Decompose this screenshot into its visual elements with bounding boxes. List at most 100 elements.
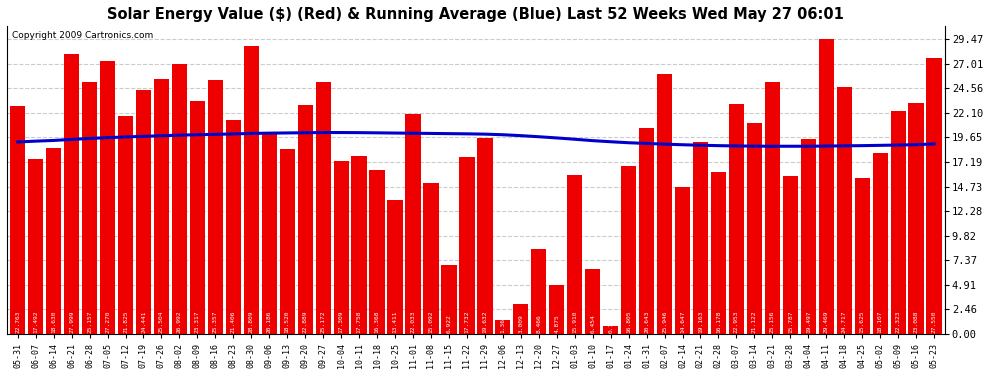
Bar bbox=[442, 265, 456, 334]
Bar bbox=[927, 58, 941, 334]
Text: 15.092: 15.092 bbox=[429, 311, 434, 333]
Bar bbox=[46, 148, 61, 334]
Bar bbox=[459, 157, 474, 334]
Bar bbox=[532, 249, 546, 334]
Bar bbox=[495, 320, 511, 334]
Text: 6.454: 6.454 bbox=[590, 315, 595, 333]
Text: 16.805: 16.805 bbox=[626, 311, 632, 333]
Bar bbox=[208, 80, 223, 334]
Text: 18.520: 18.520 bbox=[285, 311, 290, 333]
Text: 20.186: 20.186 bbox=[266, 311, 272, 333]
Text: 23.317: 23.317 bbox=[195, 311, 200, 333]
Bar bbox=[334, 161, 348, 334]
Text: 28.809: 28.809 bbox=[248, 311, 253, 333]
Text: 24.717: 24.717 bbox=[842, 311, 846, 333]
Text: 24.441: 24.441 bbox=[141, 311, 146, 333]
Text: 4.875: 4.875 bbox=[554, 315, 559, 333]
Bar bbox=[746, 123, 762, 334]
Bar bbox=[567, 175, 582, 334]
Text: 15.910: 15.910 bbox=[572, 311, 577, 333]
Text: 22.763: 22.763 bbox=[15, 311, 20, 333]
Text: 25.157: 25.157 bbox=[87, 311, 92, 333]
Text: 22.033: 22.033 bbox=[411, 311, 416, 333]
Text: 29.469: 29.469 bbox=[824, 311, 829, 333]
Bar bbox=[10, 106, 26, 334]
Text: 17.492: 17.492 bbox=[34, 311, 39, 333]
Title: Solar Energy Value ($) (Red) & Running Average (Blue) Last 52 Weeks Wed May 27 0: Solar Energy Value ($) (Red) & Running A… bbox=[108, 7, 844, 22]
Text: 27.270: 27.270 bbox=[105, 311, 110, 333]
Bar bbox=[837, 87, 851, 334]
Bar bbox=[621, 166, 637, 334]
Bar bbox=[28, 159, 44, 334]
Text: 20.643: 20.643 bbox=[644, 311, 649, 333]
Text: 15.625: 15.625 bbox=[859, 311, 864, 333]
Bar bbox=[477, 138, 492, 334]
Text: 3.009: 3.009 bbox=[519, 315, 524, 333]
Bar bbox=[657, 75, 672, 334]
Text: Copyright 2009 Cartronics.com: Copyright 2009 Cartronics.com bbox=[12, 30, 152, 39]
Bar bbox=[909, 103, 924, 334]
Bar bbox=[764, 82, 780, 334]
Text: 19.163: 19.163 bbox=[698, 311, 703, 333]
Bar bbox=[711, 172, 726, 334]
Text: 27.999: 27.999 bbox=[69, 311, 74, 333]
Text: 6.922: 6.922 bbox=[446, 315, 451, 333]
Text: 0.772: 0.772 bbox=[608, 315, 613, 333]
Text: 23.088: 23.088 bbox=[914, 311, 919, 333]
Text: 21.825: 21.825 bbox=[123, 311, 128, 333]
Bar bbox=[693, 142, 708, 334]
Bar bbox=[585, 270, 600, 334]
Text: 18.107: 18.107 bbox=[878, 311, 883, 333]
Text: 17.309: 17.309 bbox=[339, 311, 344, 333]
Bar bbox=[891, 111, 906, 334]
Text: 17.758: 17.758 bbox=[356, 311, 361, 333]
Bar bbox=[675, 188, 690, 334]
Bar bbox=[261, 132, 277, 334]
Text: 14.647: 14.647 bbox=[680, 311, 685, 333]
Text: 25.946: 25.946 bbox=[662, 311, 667, 333]
Text: 25.156: 25.156 bbox=[770, 311, 775, 333]
Bar bbox=[190, 101, 205, 334]
Bar bbox=[513, 304, 529, 334]
Bar bbox=[298, 105, 313, 334]
Bar bbox=[351, 156, 366, 334]
Text: 22.323: 22.323 bbox=[896, 311, 901, 333]
Text: 21.406: 21.406 bbox=[231, 311, 236, 333]
Text: 18.630: 18.630 bbox=[51, 311, 56, 333]
Bar bbox=[118, 116, 134, 334]
Bar bbox=[819, 39, 834, 334]
Text: 16.178: 16.178 bbox=[716, 311, 721, 333]
Text: 26.992: 26.992 bbox=[177, 311, 182, 333]
Bar bbox=[801, 139, 816, 334]
Bar bbox=[729, 104, 744, 334]
Bar bbox=[549, 285, 564, 334]
Bar bbox=[136, 90, 151, 334]
Text: 22.953: 22.953 bbox=[734, 311, 739, 333]
Bar bbox=[279, 149, 295, 334]
Bar bbox=[226, 120, 241, 334]
Bar bbox=[316, 82, 331, 334]
Bar bbox=[100, 61, 115, 334]
Text: 16.368: 16.368 bbox=[374, 311, 379, 333]
Text: 17.732: 17.732 bbox=[464, 311, 469, 333]
Bar bbox=[64, 54, 79, 334]
Text: 21.122: 21.122 bbox=[751, 311, 757, 333]
Bar bbox=[603, 326, 619, 334]
Text: 25.504: 25.504 bbox=[159, 311, 164, 333]
Text: 8.466: 8.466 bbox=[537, 315, 542, 333]
Bar bbox=[783, 176, 798, 334]
Bar bbox=[82, 82, 97, 334]
Bar bbox=[172, 64, 187, 334]
Text: 27.550: 27.550 bbox=[932, 311, 937, 333]
Text: 22.889: 22.889 bbox=[303, 311, 308, 333]
Bar bbox=[424, 183, 439, 334]
Bar bbox=[387, 200, 403, 334]
Bar bbox=[244, 46, 259, 334]
Text: 13.411: 13.411 bbox=[393, 311, 398, 333]
Bar bbox=[854, 178, 870, 334]
Text: 25.357: 25.357 bbox=[213, 311, 218, 333]
Bar bbox=[369, 170, 385, 334]
Text: 19.497: 19.497 bbox=[806, 311, 811, 333]
Text: 15.787: 15.787 bbox=[788, 311, 793, 333]
Bar bbox=[872, 153, 888, 334]
